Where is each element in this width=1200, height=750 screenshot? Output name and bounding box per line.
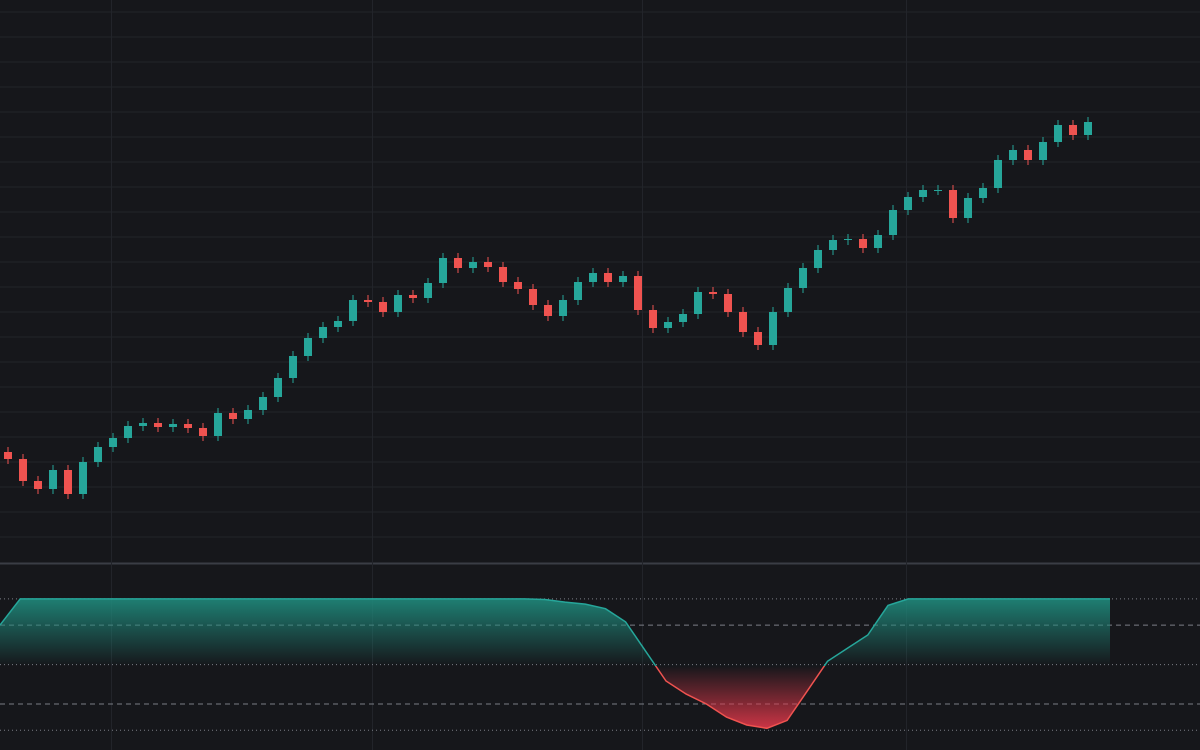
- candle-body: [394, 295, 402, 312]
- candle-body: [589, 273, 597, 282]
- candle-body: [619, 276, 627, 282]
- candle-body: [64, 470, 72, 494]
- candle-body: [904, 197, 912, 210]
- candle-body: [709, 292, 717, 294]
- candle-body: [319, 327, 327, 338]
- candle-body: [1084, 122, 1092, 135]
- candle-body: [109, 438, 117, 447]
- candle-body: [994, 160, 1002, 188]
- candle-body: [364, 300, 372, 302]
- candle-body: [919, 190, 927, 197]
- candle-body: [304, 338, 312, 356]
- candle-body: [34, 481, 42, 489]
- candle-body: [949, 190, 957, 218]
- candle-body: [184, 424, 192, 428]
- candle-body: [1069, 125, 1077, 135]
- candle-body: [139, 423, 147, 426]
- candle-body: [94, 447, 102, 462]
- candle-body: [529, 289, 537, 305]
- candle-body: [154, 423, 162, 427]
- candle-body: [574, 282, 582, 300]
- candle-body: [169, 424, 177, 427]
- candle-body: [544, 305, 552, 316]
- candle-body: [274, 378, 282, 397]
- candle-body: [214, 413, 222, 436]
- oscillator-line-up: [0, 598, 1110, 666]
- candle-body: [874, 235, 882, 248]
- candle-body: [664, 322, 672, 328]
- oscillator-pane: [0, 598, 1200, 731]
- candle-body: [289, 356, 297, 378]
- candle-body: [979, 188, 987, 198]
- candle-body: [514, 282, 522, 289]
- candle-body: [649, 310, 657, 328]
- candle-body: [469, 262, 477, 268]
- candle-body: [784, 288, 792, 312]
- candle-body: [859, 239, 867, 248]
- candle-body: [484, 262, 492, 267]
- candle-body: [1039, 142, 1047, 160]
- candle-body: [754, 332, 762, 345]
- candle-body: [724, 294, 732, 312]
- candle-body: [1054, 125, 1062, 142]
- candle-body: [424, 283, 432, 298]
- candle-body: [889, 210, 897, 235]
- candle-body: [229, 413, 237, 419]
- candle-body: [844, 239, 852, 240]
- candle-body: [814, 250, 822, 268]
- candle-body: [1024, 150, 1032, 160]
- oscillator-area-up: [0, 598, 1110, 666]
- candle-body: [934, 190, 942, 191]
- candle-body: [769, 312, 777, 345]
- candle-body: [964, 198, 972, 218]
- candle-body: [379, 302, 387, 312]
- candle-body: [4, 452, 12, 459]
- candle-body: [694, 292, 702, 314]
- candle-body: [349, 300, 357, 321]
- oscillator-area-down: [655, 666, 825, 729]
- candle-body: [499, 267, 507, 282]
- candle-body: [1009, 150, 1017, 160]
- candle-body: [334, 321, 342, 327]
- candle-body: [409, 295, 417, 298]
- candle-body: [199, 428, 207, 436]
- candle-body: [259, 397, 267, 410]
- candle-body: [829, 240, 837, 250]
- candle-body: [799, 268, 807, 288]
- candle-body: [679, 314, 687, 322]
- candle-body: [604, 273, 612, 282]
- candle-body: [49, 470, 57, 489]
- candle-body: [739, 312, 747, 332]
- candle-body: [559, 300, 567, 316]
- candle-body: [79, 462, 87, 494]
- candle-body: [19, 459, 27, 481]
- candle-body: [244, 410, 252, 419]
- candle-body: [454, 258, 462, 268]
- candle-body: [124, 426, 132, 438]
- candle-body: [439, 258, 447, 283]
- candle-body: [634, 276, 642, 310]
